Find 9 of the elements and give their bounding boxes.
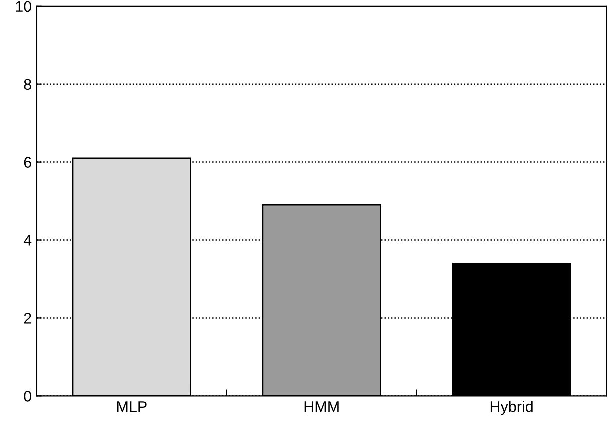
x-tick-label: HMM — [304, 402, 339, 412]
y-tick-label: 4 — [24, 235, 32, 246]
y-tick-label: 6 — [24, 157, 32, 168]
x-tick-label: MLP — [117, 402, 147, 412]
x-tick-label: Hybrid — [490, 401, 533, 416]
y-tick-label: 8 — [24, 79, 32, 90]
y-tick-label: 10 — [16, 1, 32, 12]
y-tick-label: 2 — [24, 313, 32, 324]
y-tick-label: 0 — [24, 391, 32, 402]
